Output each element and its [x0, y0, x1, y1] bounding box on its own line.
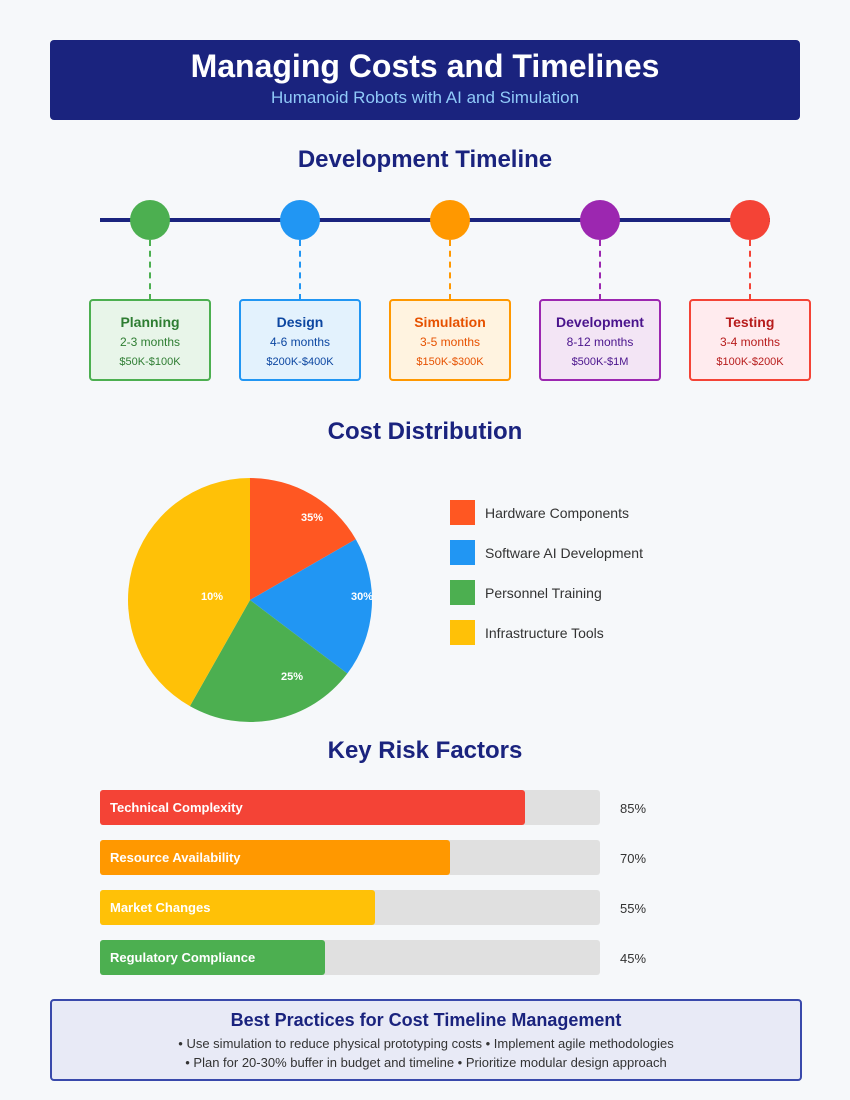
risk-bar-fill: [100, 940, 325, 975]
phase-duration: 2-3 months: [119, 335, 181, 349]
risk-percentage-0: 85%: [620, 801, 647, 816]
legend-label: Infrastructure Tools: [485, 625, 604, 641]
timeline-title: Development Timeline: [297, 146, 553, 173]
timeline-connector-0: [149, 240, 151, 300]
phase-cost: $500K-$1M: [571, 356, 629, 368]
phase-duration: 3-4 months: [719, 335, 781, 349]
legend-swatch: [450, 620, 475, 645]
best-practices-line-2: • Plan for 20-30% buffer in budget and t…: [185, 1055, 667, 1070]
timeline-connector-1: [299, 240, 301, 300]
pie-slice-1: [250, 539, 372, 674]
risk-bar-fill: [100, 840, 450, 875]
phase-card-4: Testing 3-4 months $100K-$200K: [689, 299, 811, 381]
pie-data-label-0: 35%: [301, 512, 323, 524]
risk-label: Regulatory Compliance: [110, 950, 256, 965]
risk-percentage-2: 55%: [620, 901, 647, 916]
risk-bar-fill: [100, 790, 525, 825]
timeline-node-0: [130, 200, 170, 240]
phase-card-0: Planning 2-3 months $50K-$100K: [89, 299, 211, 381]
page-subtitle: Humanoid Robots with AI and Simulation: [270, 88, 580, 107]
legend-swatch: [450, 540, 475, 565]
pie-slice-3: [128, 478, 250, 707]
timeline-connector-3: [599, 240, 601, 300]
phase-duration: 3-5 months: [419, 335, 481, 349]
phase-name: Planning: [120, 314, 180, 330]
best-practices-line-1: • Use simulation to reduce physical prot…: [178, 1036, 674, 1051]
legend-label: Personnel Training: [485, 585, 602, 601]
timeline-node-3: [580, 200, 620, 240]
header-banner: Managing Costs and Timelines Humanoid Ro…: [50, 40, 800, 120]
phase-duration: 8-12 months: [566, 335, 634, 349]
legend-swatch: [450, 580, 475, 605]
legend-swatch: [450, 500, 475, 525]
risk-bar-track-2: Market Changes: [100, 890, 600, 925]
phase-card-2: Simulation 3-5 months $150K-$300K: [389, 299, 511, 381]
cost-distribution-title: Cost Distribution: [327, 418, 523, 445]
legend-label: Software AI Development: [485, 545, 643, 561]
risk-label: Resource Availability: [110, 850, 241, 865]
best-practices-title: Best Practices for Cost Timeline Managem…: [230, 1010, 622, 1030]
phase-card-3: Development 8-12 months $500K-$1M: [539, 299, 661, 381]
risk-percentage-3: 45%: [620, 951, 647, 966]
risk-bar-fill: [100, 890, 375, 925]
pie-data-label-1: 30%: [351, 591, 373, 603]
pie-data-label-2: 25%: [281, 671, 303, 683]
pie-slice-0: [250, 478, 356, 600]
risk-percentage-1: 70%: [620, 851, 647, 866]
timeline-connector-2: [449, 240, 451, 300]
phase-card-1: Design 4-6 months $200K-$400K: [239, 299, 361, 381]
risk-label: Technical Complexity: [110, 800, 243, 815]
risk-label: Market Changes: [110, 900, 211, 915]
pie-slice-2: [189, 600, 348, 722]
cost-pie-chart: 35% 30% 25% 10%: [128, 478, 373, 722]
phase-name: Design: [276, 314, 324, 330]
phase-cost: $100K-$200K: [716, 356, 784, 368]
pie-data-label-3: 10%: [201, 591, 223, 603]
risk-bar-track-3: Regulatory Compliance: [100, 940, 600, 975]
best-practices-box: Best Practices for Cost Timeline Managem…: [50, 999, 802, 1081]
phase-cost: $150K-$300K: [416, 356, 484, 368]
risk-title: Key Risk Factors: [327, 737, 523, 764]
phase-cost: $200K-$400K: [266, 356, 334, 368]
legend-label: Hardware Components: [485, 505, 629, 521]
timeline-node-4: [730, 200, 770, 240]
phase-name: Testing: [725, 314, 775, 330]
phase-name: Development: [556, 314, 644, 330]
phase-duration: 4-6 months: [269, 335, 331, 349]
phase-name: Simulation: [414, 314, 486, 330]
risk-bar-track-0: Technical Complexity: [100, 790, 600, 825]
phase-cost: $50K-$100K: [119, 356, 181, 368]
timeline-node-2: [430, 200, 470, 240]
timeline-connector-4: [749, 240, 751, 300]
risk-bar-track-1: Resource Availability: [100, 840, 600, 875]
page-title: Managing Costs and Timelines: [190, 48, 660, 84]
timeline-node-1: [280, 200, 320, 240]
